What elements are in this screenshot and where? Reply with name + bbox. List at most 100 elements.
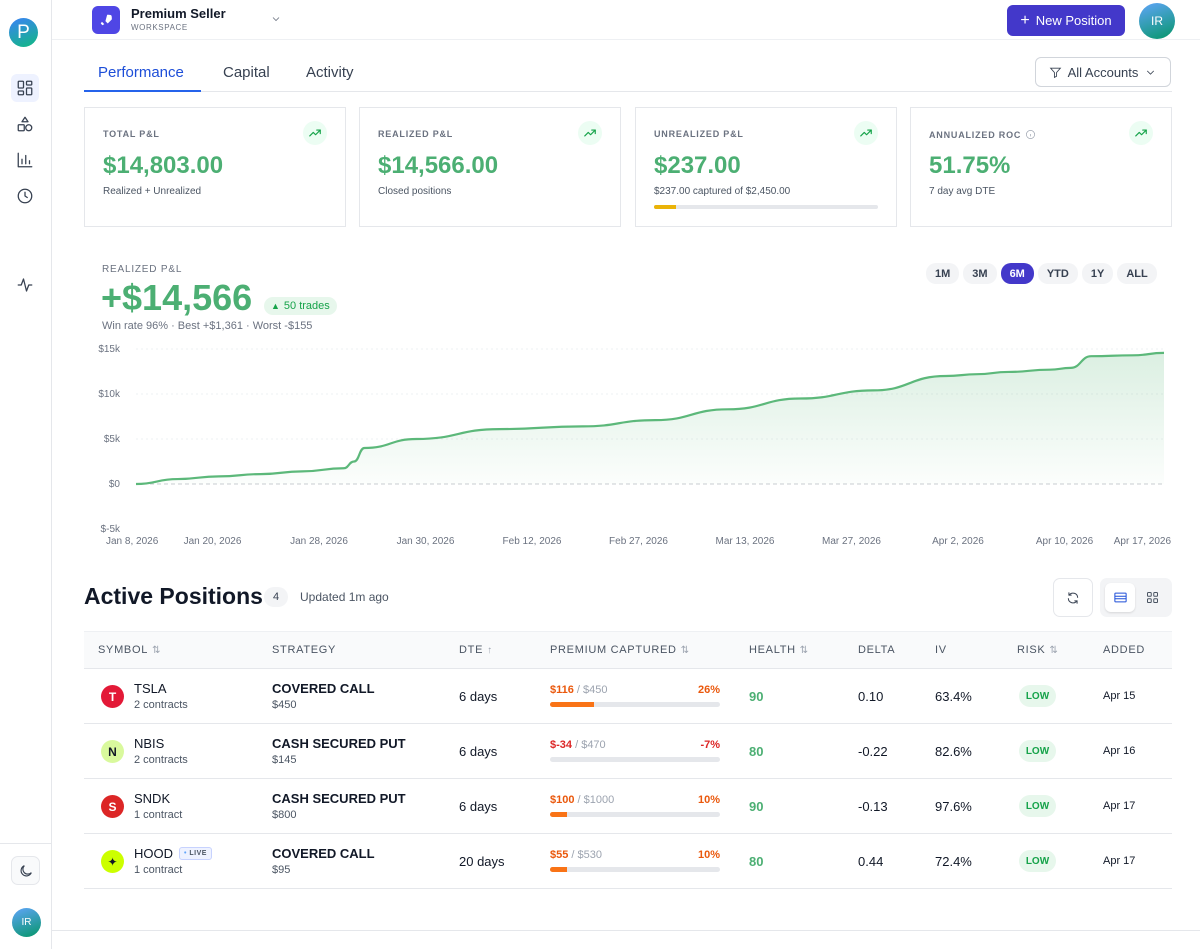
account-filter-label: All Accounts: [1067, 64, 1139, 80]
last-updated: Updated 1m ago: [300, 590, 389, 604]
premium-captured: $116 / $450: [550, 684, 608, 696]
stat-label: UNREALIZED P&L: [654, 129, 744, 139]
table-row[interactable]: T TSLA 2 contracts COVERED CALL $450 6 d…: [84, 669, 1172, 724]
account-filter-dropdown[interactable]: All Accounts: [1035, 57, 1171, 87]
symbol: HOOD: [134, 846, 173, 861]
stat-label: TOTAL P&L: [103, 129, 160, 139]
x-tick-label: Apr 17, 2026: [1114, 536, 1172, 547]
table-row[interactable]: N NBIS 2 contracts CASH SECURED PUT $145…: [84, 724, 1172, 779]
ticker-logo: T: [101, 685, 124, 708]
table-row[interactable]: ✦ HOOD • LIVE 1 contract COVERED CALL $9…: [84, 834, 1172, 889]
brand-logo[interactable]: P: [9, 18, 38, 47]
y-tick-label: $0: [109, 479, 121, 490]
col-risk[interactable]: RISK ⇅: [1017, 644, 1059, 656]
trending-up-icon: [303, 121, 327, 145]
col-premium-captured[interactable]: PREMIUM CAPTURED ⇅: [550, 644, 690, 656]
strategy: CASH SECURED PUT: [272, 791, 406, 806]
range-1m[interactable]: 1M: [926, 263, 960, 284]
stat-subtext: 7 day avg DTE: [929, 186, 996, 197]
x-tick-label: Mar 13, 2026: [716, 536, 775, 547]
range-3m[interactable]: 3M: [963, 263, 997, 284]
col-dte[interactable]: DTE ↑: [459, 644, 493, 656]
col-iv[interactable]: IV: [935, 644, 947, 656]
dte: 6 days: [459, 689, 498, 704]
chart-area: [136, 352, 1164, 484]
activity-icon[interactable]: [11, 271, 39, 299]
contracts: 2 contracts: [134, 699, 188, 711]
chart-stats: Win rate 96% · Best +$1,361 · Worst -$15…: [102, 320, 313, 332]
strike: $145: [272, 754, 297, 766]
sort-icon: ⇅: [680, 645, 690, 656]
implied-volatility: 72.4%: [935, 854, 972, 869]
strike: $800: [272, 809, 297, 821]
rocket-icon: [92, 6, 120, 34]
refresh-button[interactable]: [1053, 578, 1093, 617]
workspace-name[interactable]: Premium Seller: [131, 6, 226, 21]
bar-chart-icon[interactable]: [11, 146, 39, 174]
tab-activity[interactable]: Activity: [306, 64, 354, 81]
contracts: 2 contracts: [134, 754, 188, 766]
stat-value: $14,566.00: [378, 152, 499, 179]
refresh-icon: [1067, 591, 1079, 604]
sidebar-avatar[interactable]: IR: [12, 908, 41, 937]
new-position-label: New Position: [1035, 13, 1112, 28]
stat-value: $14,803.00: [103, 152, 224, 179]
added-date: Apr 17: [1103, 855, 1136, 867]
active-tab-indicator: [84, 90, 201, 92]
tab-capital[interactable]: Capital: [223, 64, 270, 81]
info-icon[interactable]: [1025, 129, 1036, 140]
symbol-cell: TSLA: [134, 681, 167, 696]
header: Premium Seller WORKSPACE + New Position …: [52, 0, 1200, 40]
y-tick-label: $-5k: [101, 524, 121, 535]
view-toggle: [1100, 578, 1172, 617]
stat-value: $237.00: [654, 152, 741, 179]
grid-view-button[interactable]: [1137, 583, 1167, 612]
new-position-button[interactable]: + New Position: [1007, 5, 1125, 36]
table-view-button[interactable]: [1105, 583, 1135, 612]
dashboard-icon[interactable]: [11, 74, 39, 102]
moon-icon[interactable]: [11, 856, 40, 885]
premium-progress-bar: [550, 702, 720, 707]
x-tick-label: Jan 30, 2026: [397, 536, 455, 547]
range-ytd[interactable]: YTD: [1037, 263, 1078, 284]
premium-progress-fill: [550, 812, 567, 817]
premium-captured: $100 / $1000: [550, 794, 615, 806]
strategy: COVERED CALL: [272, 846, 375, 861]
col-strategy[interactable]: STRATEGY: [272, 644, 337, 656]
filter-icon: [1049, 67, 1061, 78]
y-tick-label: $5k: [104, 434, 121, 445]
strategy: CASH SECURED PUT: [272, 736, 406, 751]
dte: 6 days: [459, 744, 498, 759]
x-tick-label: Feb 27, 2026: [609, 536, 668, 547]
premium-percent: -7%: [700, 739, 720, 751]
table-header: SYMBOL ⇅ STRATEGY DTE ↑ PREMIUM CAPTURED ⇅ …: [84, 631, 1172, 669]
col-symbol[interactable]: SYMBOL ⇅: [98, 644, 162, 656]
delta: -0.22: [858, 744, 888, 759]
stat-value: 51.75%: [929, 152, 1011, 179]
delta: 0.44: [858, 854, 884, 869]
col-health[interactable]: HEALTH ⇅: [749, 644, 809, 656]
chevron-down-icon[interactable]: [270, 12, 284, 26]
col-added[interactable]: ADDED: [1103, 644, 1146, 656]
range-all[interactable]: ALL: [1117, 263, 1157, 284]
chart-line-realized-pnl: [135, 351, 1165, 486]
col-delta[interactable]: DELTA: [858, 644, 896, 656]
health-score: 80: [749, 744, 764, 759]
tab-performance[interactable]: Performance: [98, 64, 184, 81]
trades-count: 50 trades: [283, 300, 330, 312]
trending-up-icon: [578, 121, 602, 145]
premium-progress-fill: [550, 867, 567, 872]
chevron-down-icon: [1147, 70, 1155, 75]
risk-badge: LOW: [1019, 685, 1056, 707]
clock-icon[interactable]: [11, 182, 39, 210]
premium-percent: 10%: [697, 794, 720, 806]
contracts: 1 contract: [134, 864, 183, 876]
user-avatar[interactable]: IR: [1139, 3, 1175, 39]
range-6m[interactable]: 6M: [1000, 263, 1034, 284]
symbol-cell: SNDK: [134, 791, 170, 806]
table-row[interactable]: S SNDK 1 contract CASH SECURED PUT $800 …: [84, 779, 1172, 834]
range-1y[interactable]: 1Y: [1081, 263, 1114, 284]
stat-label: ANNUALIZED ROC: [929, 129, 1036, 140]
shapes-icon[interactable]: [11, 110, 39, 138]
grid-icon: [1146, 592, 1158, 603]
